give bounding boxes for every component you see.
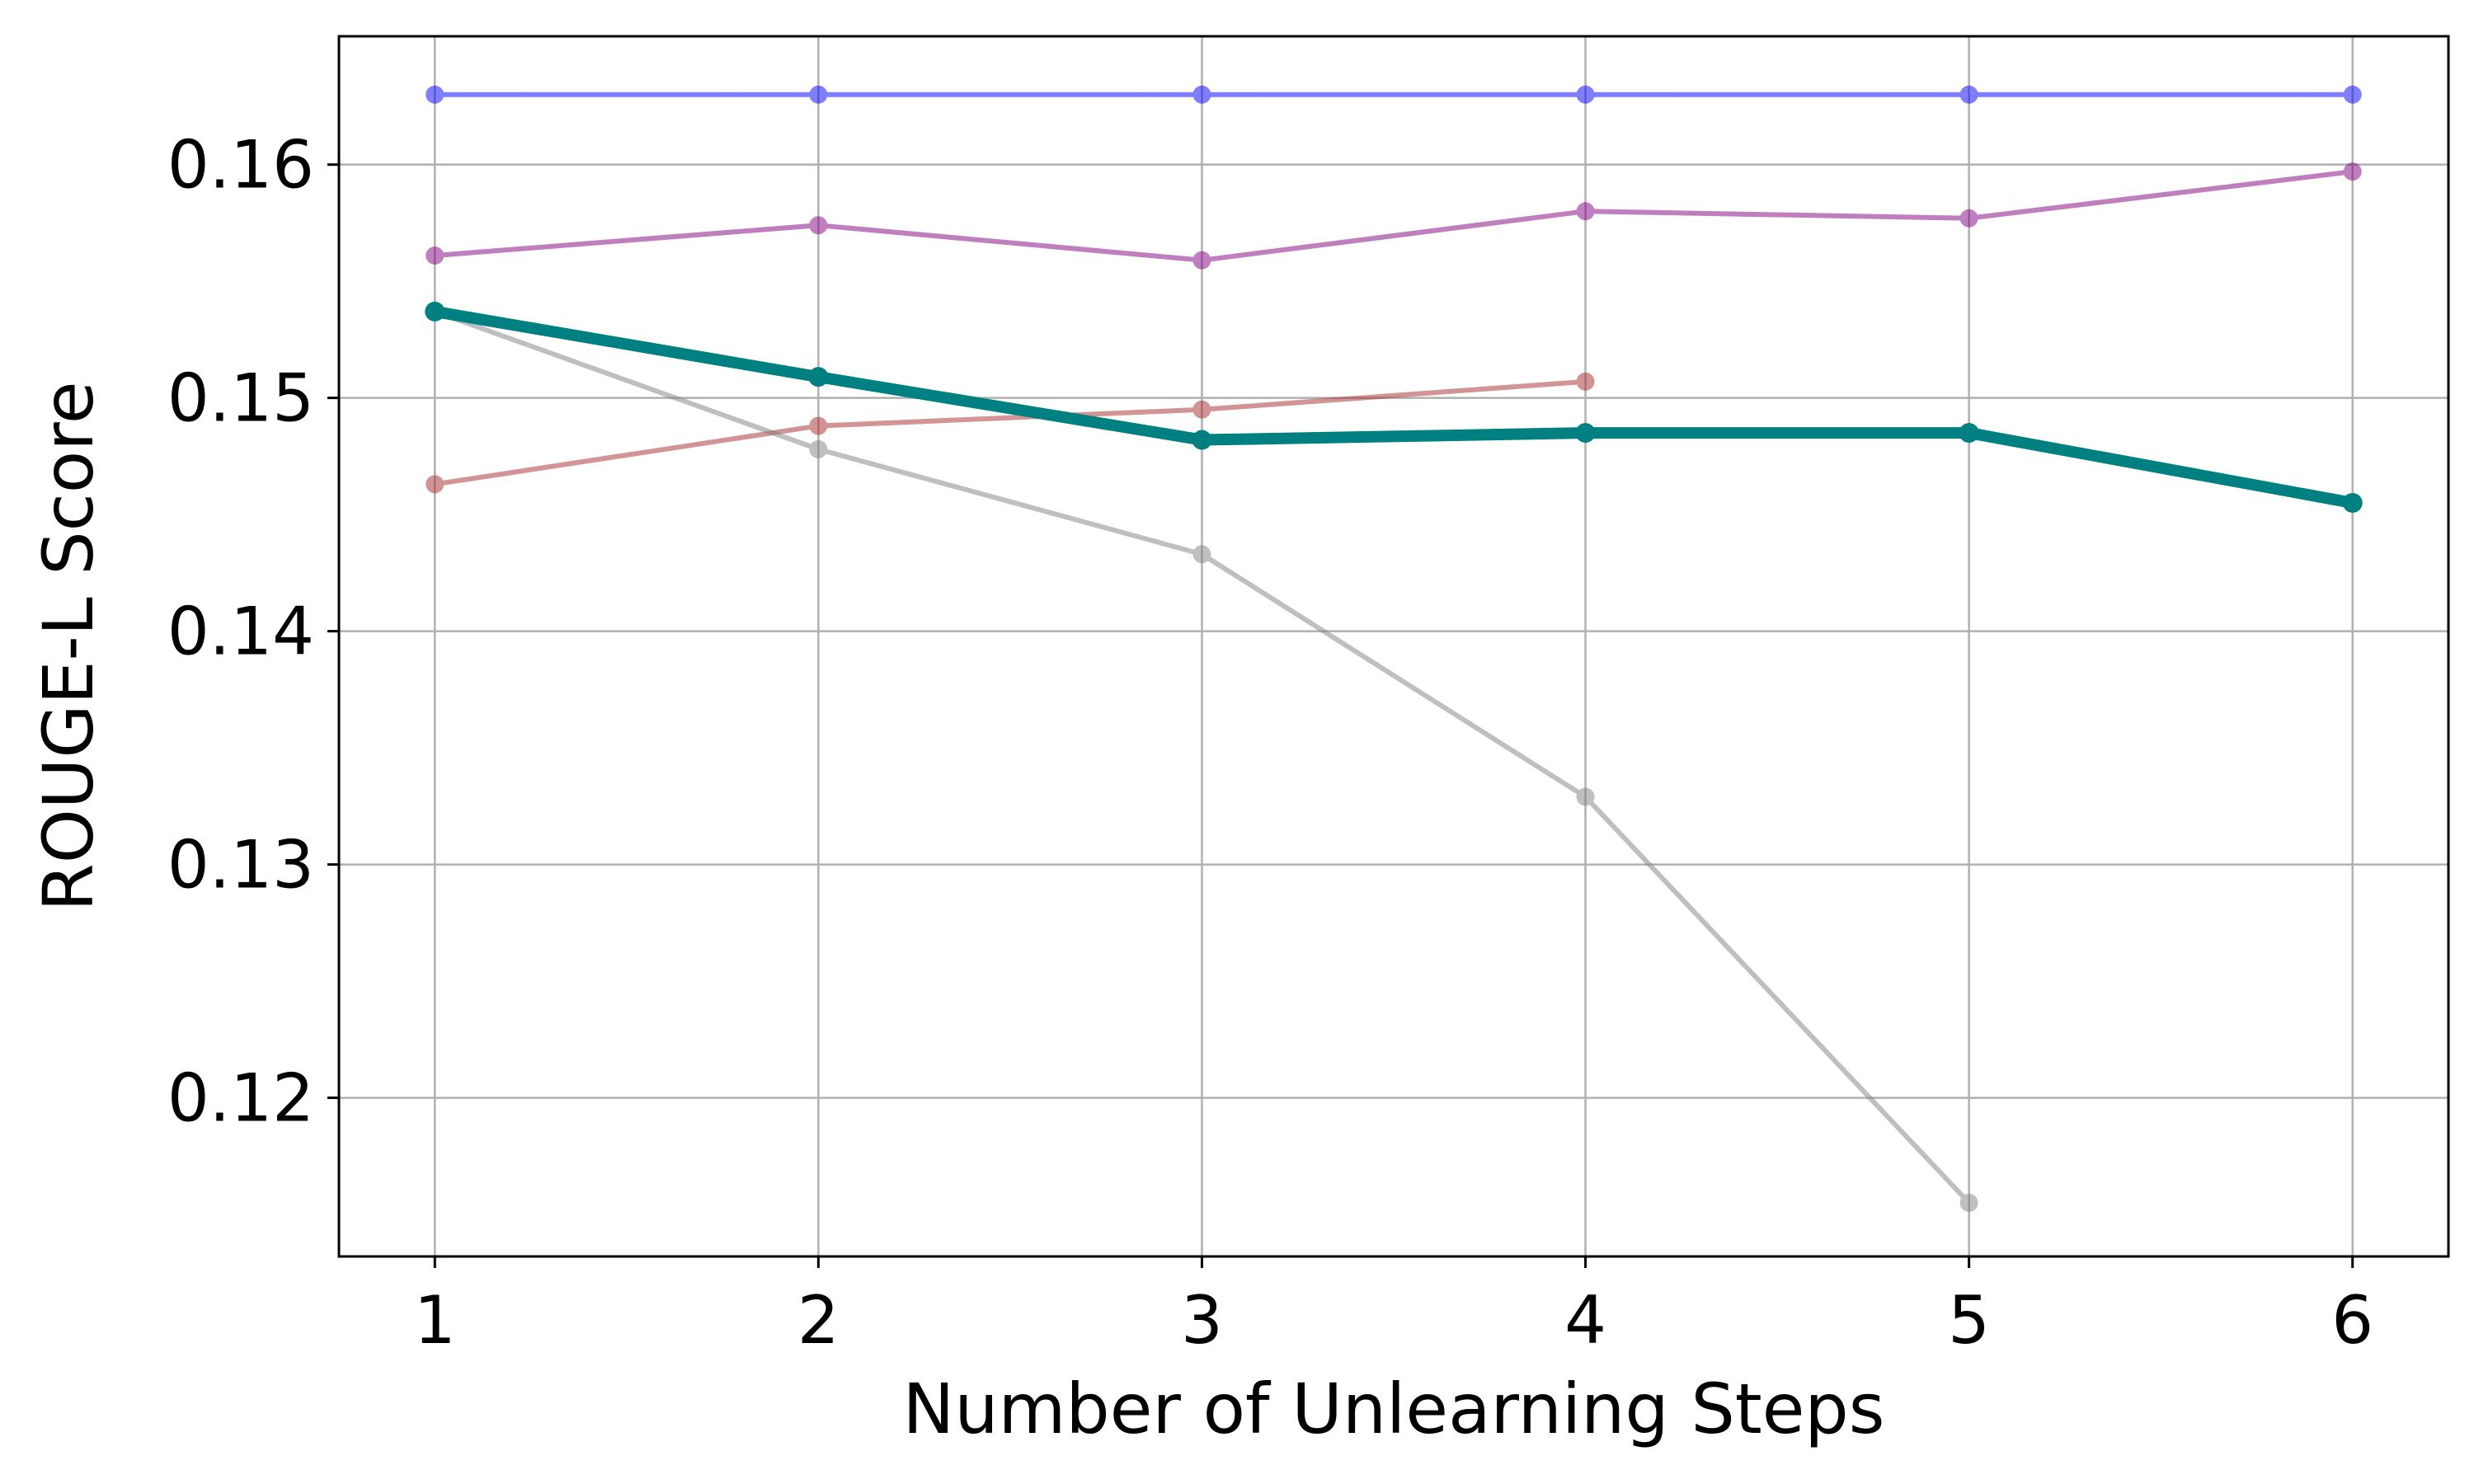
data-point [1959,423,1979,444]
x-tick-label: 5 [1948,1282,1990,1359]
data-point [2342,492,2363,513]
data-point [1575,423,1596,444]
series-5 [425,301,2363,513]
data-point [1959,1193,1978,1212]
series-3 [426,372,1595,494]
series-line [429,305,2359,509]
data-point [809,416,828,435]
data-point [1959,209,1978,228]
data-point [809,439,828,458]
data-point [808,367,829,387]
data-point [2343,85,2362,104]
y-tick-label: 0.12 [167,1060,314,1137]
y-axis-label: ROUGE-L Score [28,381,109,911]
data-point [1192,430,1212,450]
y-tick-label: 0.14 [167,594,314,670]
data-point [1576,787,1595,806]
series-line [432,169,2355,263]
axis-ticks: 1 2 3 4 5 6 0.12 0.13 0.14 0.15 0.16 [167,127,2373,1359]
data-point [1192,545,1211,564]
data-point [1192,400,1211,419]
data-point [1576,202,1595,221]
data-point [1192,85,1211,104]
plot-frame [337,35,2450,1258]
data-point [1192,251,1211,270]
x-tick-label: 6 [2331,1282,2373,1359]
data-point [426,247,444,265]
y-tick-label: 0.15 [167,360,314,437]
x-tick-label: 3 [1181,1282,1223,1359]
grid [339,36,2448,1256]
series-2 [426,162,2362,270]
data-point [809,85,828,104]
data-point [1959,85,1978,104]
series-line [432,378,1588,487]
y-tick-label: 0.13 [167,827,314,904]
x-tick-label: 4 [1564,1282,1606,1359]
data-point [809,216,828,235]
series-layer [425,85,2363,1212]
x-tick-label: 2 [797,1282,840,1359]
series-1 [426,85,2362,104]
x-tick-label: 1 [414,1282,456,1359]
data-point [2343,162,2362,181]
data-point [426,475,444,494]
y-tick-label: 0.16 [167,127,314,204]
data-point [425,301,445,322]
data-point [426,85,444,104]
data-point [1576,372,1595,391]
data-point [1576,85,1595,104]
x-axis-label: Number of Unlearning Steps [903,1369,1885,1449]
